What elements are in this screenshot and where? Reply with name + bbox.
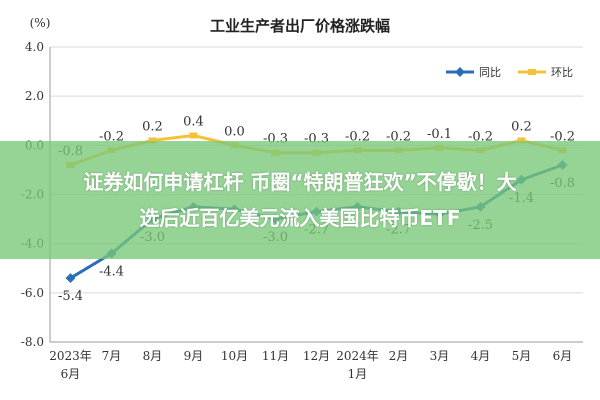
y-tick-label: 2.0: [25, 89, 44, 103]
data-label: -4.4: [99, 265, 124, 280]
data-label: -0.2: [99, 129, 124, 144]
chart-title: 工业生产者出厂价格涨跌幅: [210, 17, 390, 35]
banner-line-2: 选后近百亿美元流入美国比特币ETF: [139, 206, 461, 230]
data-label: 0.4: [183, 115, 204, 130]
x-tick-label: 6月: [553, 349, 573, 363]
data-label: -5.4: [58, 289, 83, 304]
x-tick-label: 3月: [430, 349, 450, 363]
legend-marker: [455, 67, 465, 77]
data-label: -0.2: [550, 129, 575, 144]
x-tick-label: 12月: [303, 349, 330, 363]
x-tick-label: 5月: [512, 349, 532, 363]
data-label: -0.2: [386, 129, 411, 144]
x-tick-label: 1月: [348, 367, 368, 381]
x-tick-label: 2023年: [49, 349, 92, 363]
x-tick-label: 9月: [184, 349, 204, 363]
news-banner[interactable]: 证券如何申请杠杆 币圈“特朗普狂欢”不停歇！大 选后近百亿美元流入美国比特币ET…: [0, 141, 600, 259]
legend-label: 同比: [479, 66, 501, 79]
banner-line-1: 证券如何申请杠杆 币圈“特朗普狂欢”不停歇！大: [83, 170, 517, 194]
y-tick-label: 4.0: [25, 40, 44, 54]
x-tick-label: 8月: [143, 349, 163, 363]
y-tick-label: -6.0: [21, 286, 44, 300]
data-point: [517, 137, 526, 144]
data-label: 0.2: [511, 119, 532, 134]
x-tick-label: 2月: [389, 349, 409, 363]
y-tick-label: -8.0: [21, 335, 44, 349]
data-label: -0.1: [427, 127, 452, 142]
legend-label: 环比: [551, 66, 573, 79]
x-tick-label: 7月: [102, 349, 122, 363]
data-point: [148, 137, 157, 144]
x-tick-label: 2024年: [336, 349, 379, 363]
data-label: -0.2: [468, 129, 493, 144]
data-label: 0.2: [142, 119, 163, 134]
data-label: 0.0: [224, 124, 245, 139]
legend-marker: [528, 69, 536, 75]
x-tick-label: 10月: [221, 349, 248, 363]
data-point: [189, 132, 198, 139]
y-unit-label: (%): [30, 16, 51, 30]
x-tick-label: 6月: [61, 367, 81, 381]
x-tick-label: 4月: [471, 349, 491, 363]
x-tick-label: 11月: [262, 349, 289, 363]
data-label: -0.2: [345, 129, 370, 144]
